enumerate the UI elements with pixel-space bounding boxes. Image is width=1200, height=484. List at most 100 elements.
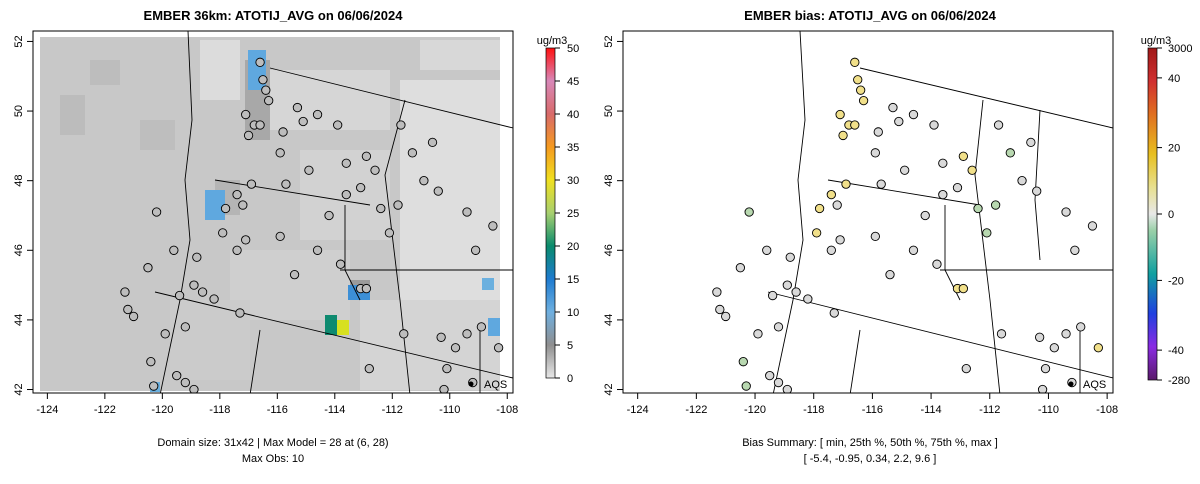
station-marker (1076, 322, 1086, 332)
left-panel: EMBER 36km: ATOTIJ_AVG on 06/06/2024 (13, 8, 579, 465)
right-x-tick-label: -112 (979, 404, 1000, 416)
station-marker (235, 308, 245, 318)
station-marker (255, 120, 265, 130)
right-x-tick-label: -108 (1096, 404, 1118, 416)
station-marker (192, 252, 202, 262)
left-stations (120, 57, 504, 393)
station-marker (324, 210, 334, 221)
station-marker (832, 200, 842, 210)
left-colorbar-tick-label: 10 (567, 307, 579, 319)
station-marker (180, 322, 190, 332)
station-marker (258, 75, 268, 85)
station-marker (1070, 245, 1080, 255)
station-marker (462, 207, 472, 217)
station-marker (870, 231, 880, 242)
left-x-tick-label: -120 (151, 404, 173, 416)
station-marker (209, 294, 219, 304)
station-marker (333, 120, 343, 130)
station-marker (180, 377, 190, 388)
station-marker (829, 308, 839, 318)
station-marker (835, 235, 845, 245)
station-marker (189, 384, 199, 393)
station-marker (765, 370, 775, 381)
station-marker (361, 151, 372, 161)
right-colorbar-tick-label: 3000 (1168, 43, 1192, 55)
station-marker (261, 85, 271, 95)
station-marker (938, 189, 948, 200)
station-marker (128, 311, 139, 322)
left-colorbar-tick-label: 0 (567, 373, 573, 385)
station-marker (993, 120, 1004, 130)
station-marker (493, 343, 504, 353)
station-marker (304, 165, 314, 175)
station-marker (1026, 137, 1036, 148)
left-x-axis: -124 -122 -120 -118 -116 -114 -112 -110 -108 (36, 392, 518, 416)
right-colorbar-tick-label: -280 (1168, 375, 1190, 387)
station-marker (396, 120, 406, 130)
station-marker (232, 245, 242, 255)
right-x-axis: -124 -122 -120 -118 -116 -114 -112 -110 -108 (627, 392, 1118, 416)
right-x-tick-label: -114 (920, 404, 941, 416)
left-colorbar-tick-label: 40 (567, 109, 579, 121)
left-y-tick-label: 48 (13, 175, 25, 187)
right-x-tick-label: -122 (685, 404, 707, 416)
station-marker (952, 182, 963, 193)
station-marker (850, 57, 860, 67)
hotspot-wy2 (482, 278, 494, 290)
station-marker (151, 207, 162, 217)
station-marker (773, 322, 784, 332)
station-marker (189, 280, 199, 290)
left-footer-1: Domain size: 31x42 | Max Model = 28 at (… (157, 437, 388, 449)
station-marker (462, 329, 472, 339)
left-y-tick-label: 52 (13, 35, 25, 47)
right-colorbar-tick-label: 0 (1168, 209, 1174, 221)
left-colorbar-tick-label: 5 (567, 340, 573, 352)
station-marker (791, 287, 801, 297)
right-panel: EMBER bias: ATOTIJ_AVG on 06/06/2024 AQS (603, 8, 1193, 465)
station-marker (762, 245, 772, 255)
right-x-tick-label: -120 (744, 404, 766, 416)
left-colorbar-ticks: 0 5 10 15 20 25 30 35 40 45 50 (555, 43, 579, 385)
left-y-tick-label: 42 (13, 383, 25, 395)
station-marker (442, 363, 452, 374)
left-x-tick-label: -110 (439, 404, 460, 416)
station-marker (908, 109, 919, 120)
station-marker (900, 165, 910, 175)
station-marker (361, 283, 372, 294)
station-marker (1093, 343, 1103, 353)
station-marker (885, 270, 895, 280)
station-marker (407, 148, 418, 158)
right-x-tick-label: -118 (803, 404, 824, 416)
right-title: EMBER bias: ATOTIJ_AVG on 06/06/2024 (744, 8, 996, 23)
right-colorbar-tick-label: -40 (1168, 345, 1184, 357)
station-marker (298, 116, 308, 127)
left-colorbar: ug/m3 0 5 10 15 20 25 30 35 40 45 50 (537, 35, 580, 385)
station-marker (370, 165, 380, 175)
station-marker (143, 263, 153, 273)
station-marker (856, 85, 866, 95)
station-marker (238, 200, 248, 210)
station-marker (973, 203, 983, 214)
station-marker (996, 329, 1007, 339)
left-colorbar-tick-label: 15 (567, 274, 579, 286)
station-marker (123, 304, 133, 315)
right-map-area: AQS (623, 31, 1113, 393)
left-colorbar-tick-label: 45 (567, 76, 579, 88)
left-colorbar-tick-label: 50 (567, 43, 579, 55)
left-colorbar-tick-label: 35 (567, 142, 579, 154)
station-marker (990, 200, 1001, 210)
right-x-tick-label: -116 (862, 404, 883, 416)
station-marker (850, 120, 860, 130)
station-marker (835, 109, 845, 120)
right-footer-1: Bias Summary: [ min, 25th %, 50th %, 75t… (742, 437, 998, 449)
left-x-tick-label: -124 (36, 404, 58, 416)
right-colorbar-tick-label: 20 (1168, 143, 1180, 155)
station-marker (814, 203, 825, 214)
left-map-area: AQS (33, 31, 513, 393)
left-x-tick-label: -108 (496, 404, 518, 416)
station-marker (281, 179, 291, 189)
station-marker (436, 332, 446, 342)
station-marker (782, 280, 792, 290)
station-marker (149, 381, 159, 391)
